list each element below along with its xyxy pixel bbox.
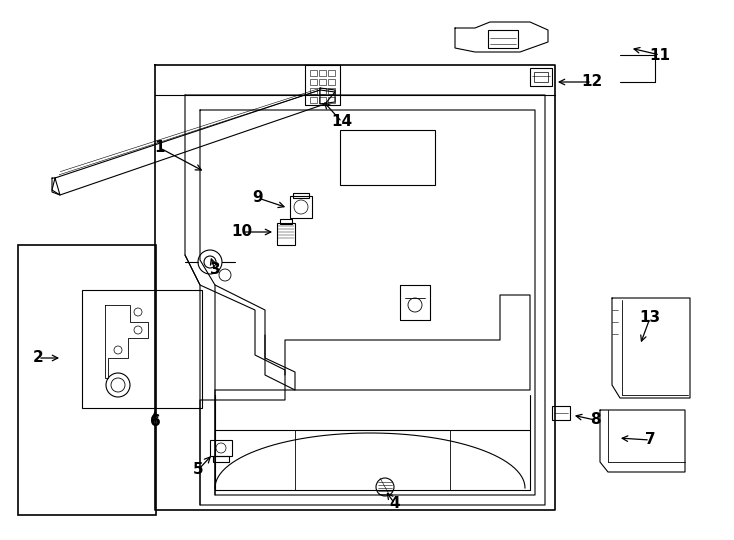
- Text: 4: 4: [390, 496, 400, 511]
- Bar: [319, 97, 326, 103]
- Bar: [319, 88, 326, 94]
- Bar: [328, 97, 335, 103]
- Text: 1: 1: [155, 140, 165, 156]
- Bar: [319, 79, 326, 85]
- Bar: [488, 30, 518, 48]
- Bar: [328, 79, 335, 85]
- Text: 3: 3: [210, 262, 220, 278]
- Text: 7: 7: [644, 433, 655, 448]
- Text: 11: 11: [650, 48, 670, 63]
- Bar: [552, 406, 570, 420]
- Bar: [310, 88, 317, 94]
- Bar: [319, 70, 326, 76]
- Bar: [213, 456, 229, 462]
- Bar: [210, 440, 232, 456]
- Bar: [328, 88, 335, 94]
- Bar: [293, 193, 309, 198]
- Bar: [310, 97, 317, 103]
- Bar: [290, 196, 312, 218]
- Text: 14: 14: [332, 114, 352, 130]
- Bar: [310, 79, 317, 85]
- Bar: [82, 290, 202, 408]
- Bar: [18, 245, 156, 515]
- Bar: [534, 72, 548, 82]
- Text: 2: 2: [32, 350, 43, 366]
- Bar: [280, 219, 292, 224]
- Bar: [328, 70, 335, 76]
- Text: 9: 9: [252, 191, 264, 206]
- Bar: [530, 68, 552, 86]
- Text: 5: 5: [193, 462, 203, 477]
- Text: 10: 10: [231, 225, 252, 240]
- Text: 8: 8: [589, 413, 600, 428]
- Text: 6: 6: [150, 415, 160, 429]
- Bar: [277, 223, 295, 245]
- Text: 13: 13: [639, 310, 661, 326]
- Bar: [310, 70, 317, 76]
- Text: 12: 12: [581, 75, 603, 90]
- Bar: [340, 130, 435, 185]
